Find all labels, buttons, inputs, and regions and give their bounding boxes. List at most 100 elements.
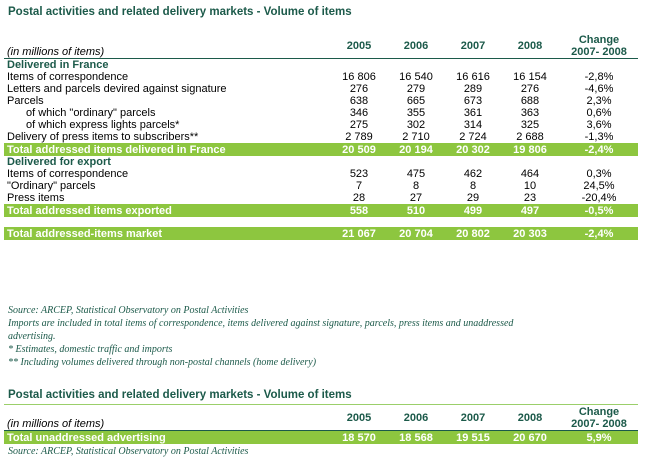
value-2006: 302 [406,119,426,131]
title-separator [4,404,638,405]
value-change: 5,9% [557,430,638,444]
value-2008 [500,59,557,72]
value-change: -2,8% [584,71,614,83]
table-row: Letters and parcels devired against sign… [4,83,638,95]
value-2006 [386,156,443,168]
value-2005: 20 509 [329,143,386,156]
year-2007-header: 2007 [443,406,500,431]
table-row: of which express lights parcels* 275 302 31… [4,119,638,131]
value-2006: 510 [386,204,443,217]
value-2008 [500,217,557,227]
value-change: -4,6% [584,83,614,95]
row-label: Total unaddressed advertising [4,430,329,444]
value-2006: 475 [406,168,426,180]
row-label: Delivered for export [7,156,111,168]
table-row: Items of correspondence 523 475 462 464 0,3% [4,168,638,180]
year-2006-header: 2006 [386,406,443,431]
value-change: 3,6% [586,119,612,131]
value-2005: 275 [349,119,369,131]
unit-note: (in millions of items) [4,34,329,59]
table2-source-note: Source: ARCEP, Statistical Observatory o… [8,446,249,457]
table-header: (in millions of items) 2005 2006 2007 20… [4,406,638,431]
change-header: Change 2007- 2008 [557,34,638,59]
value-2005: 16 806 [342,71,376,83]
note-line: advertising. [8,331,56,342]
value-2007: 20 302 [443,143,500,156]
table-row-total: Total addressed items exported 558 510 499 4… [4,204,638,217]
year-2005-header: 2005 [329,406,386,431]
value-2007: 20 802 [443,227,500,240]
table2-title: Postal activities and related delivery m… [8,389,352,401]
value-2008: 2 688 [516,131,544,143]
table1-title: Postal activities and related delivery m… [8,6,352,18]
value-2007: 289 [463,83,483,95]
value-2005: 28 [352,192,366,204]
row-label: Letters and parcels devired against sign… [7,83,227,95]
row-label: Parcels [7,95,44,107]
value-2006 [386,59,443,72]
value-2005: 638 [349,95,369,107]
value-2006: 18 568 [386,430,443,444]
value-2008: 276 [520,83,540,95]
row-label: Items of correspondence [7,71,129,83]
value-change [557,156,638,168]
table-row: "Ordinary" parcels 7 8 8 10 24,5% [4,180,638,192]
value-change [557,59,638,72]
value-2008: 20 670 [500,430,557,444]
row-label: Delivered in France [7,59,109,71]
table1-notes: Source: ARCEP, Statistical Observatory o… [8,304,513,369]
value-2008: 23 [523,192,537,204]
value-2008 [500,156,557,168]
row-label: Total addressed-items market [4,227,329,240]
value-2006: 8 [412,180,420,192]
change-header: Change 2007- 2008 [557,406,638,431]
table-row: Items of correspondence 16 806 16 540 16 61… [4,71,638,83]
row-label: Items of correspondence [7,168,129,180]
note-line: Source: ARCEP, Statistical Observatory o… [8,305,249,316]
value-2005: 276 [349,83,369,95]
value-2007: 16 616 [456,71,490,83]
row-label [4,217,329,227]
value-2005: 7 [355,180,363,192]
value-2007 [443,217,500,227]
section-header-row: Delivered for export [4,156,638,168]
note-line: Imports are included in total items of c… [8,318,514,329]
advertising-table: (in millions of items) 2005 2006 2007 20… [4,406,638,444]
table-row: Delivery of press items to subscribers**… [4,131,638,143]
value-change: 0,3% [586,168,612,180]
value-2005: 523 [349,168,369,180]
table-row-total: Total unaddressed advertising 18 570 18 … [4,430,638,444]
value-2006: 279 [406,83,426,95]
year-2005-header: 2005 [329,34,386,59]
value-2007: 29 [466,192,480,204]
value-change: -1,3% [584,131,614,143]
value-change: 0,6% [586,107,612,119]
row-label: Total addressed items delivered in Franc… [4,143,329,156]
table-row: Parcels 638 665 673 688 2,3% [4,95,638,107]
value-2008: 20 303 [500,227,557,240]
row-label: "Ordinary" parcels [7,180,96,192]
value-change: 2,3% [586,95,612,107]
row-label: Press items [7,192,65,204]
value-change: -2,4% [557,227,638,240]
value-2006: 355 [406,107,426,119]
value-2005 [329,59,386,72]
value-2007: 499 [443,204,500,217]
value-2008: 16 154 [513,71,547,83]
value-2005: 2 789 [345,131,373,143]
year-2006-header: 2006 [386,34,443,59]
value-2006: 20 194 [386,143,443,156]
value-2007 [443,59,500,72]
table-row: Press items 28 27 29 23 -20,4% [4,192,638,204]
note-line: * Estimates, domestic traffic and import… [8,344,173,355]
value-2007: 2 724 [459,131,487,143]
value-2006: 665 [406,95,426,107]
row-label: of which "ordinary" parcels [26,107,156,119]
value-2007: 8 [469,180,477,192]
value-change [557,217,638,227]
year-2007-header: 2007 [443,34,500,59]
value-2006: 16 540 [399,71,433,83]
value-2007: 361 [463,107,483,119]
value-change: -0,5% [557,204,638,217]
value-2006: 2 710 [402,131,430,143]
